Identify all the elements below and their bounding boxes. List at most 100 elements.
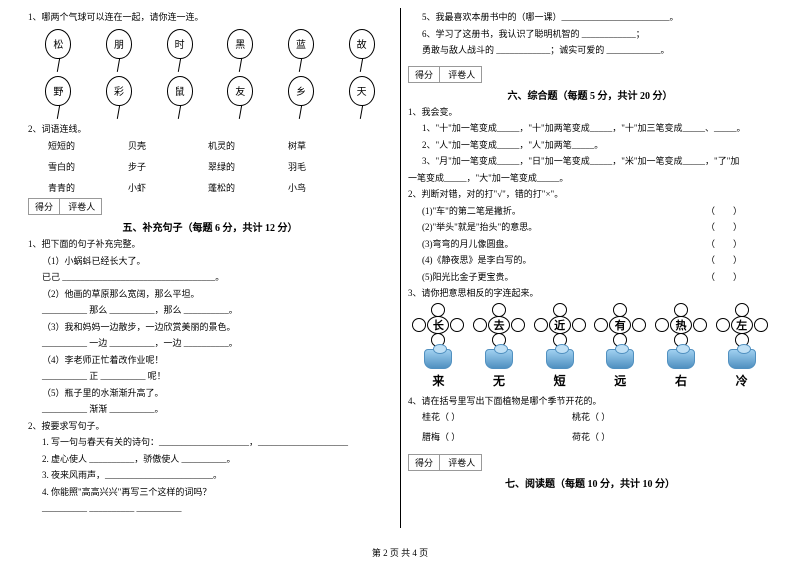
s6q2-item: (1)"车"的第二笔是撇折。 （ ） bbox=[408, 205, 772, 219]
flower: 近 bbox=[538, 307, 582, 343]
s5q1-item: （4）李老师正忙着改作业呢！ bbox=[28, 354, 392, 368]
match-cell: 贝壳 bbox=[128, 139, 208, 152]
match-cell: 蓬松的 bbox=[208, 181, 288, 194]
s5q1-item: （3）我和妈妈一边散步，一边欣赏美丽的景色。 bbox=[28, 321, 392, 335]
cont-item: 6、学习了这册书，我认识了聪明机智的 ____________； bbox=[408, 28, 772, 42]
flower-char: 热 bbox=[670, 316, 692, 334]
inkwell: 远 bbox=[606, 349, 634, 389]
s6q4-title: 4、请在括号里写出下面植物是哪个季节开花的。 bbox=[408, 395, 772, 409]
inkwell-char: 无 bbox=[493, 372, 505, 389]
section-7-header: 得分 评卷人 bbox=[408, 454, 772, 471]
inkwell-icon bbox=[667, 349, 695, 369]
s5q2-item: 1. 写一句与春天有关的诗句：____________________，____… bbox=[28, 436, 392, 450]
s5q2-title: 2、按要求写句子。 bbox=[28, 420, 392, 434]
left-column: 1、哪两个气球可以连在一起，请你连一连。 松 朋 时 黑 蓝 故 野 彩 鼠 友… bbox=[20, 8, 400, 540]
balloon: 时 bbox=[167, 29, 193, 72]
plant-item: 桃花（ ） bbox=[572, 411, 610, 425]
balloon: 天 bbox=[349, 76, 375, 119]
flower: 去 bbox=[477, 307, 521, 343]
judge-paren: （ ） bbox=[706, 254, 742, 268]
match-cell: 短短的 bbox=[48, 139, 128, 152]
s6q1-title: 1、我会变。 bbox=[408, 106, 772, 120]
s6q2-item: (2)"举头"就是"抬头"的意思。（ ） bbox=[408, 221, 772, 235]
match-row: 青青的 小虾 蓬松的 小鸟 bbox=[28, 181, 392, 194]
flower: 有 bbox=[598, 307, 642, 343]
s5q1-item: （5）瓶子里的水渐渐升高了。 bbox=[28, 387, 392, 401]
inkwell-row: 来 无 短 远 右 冷 bbox=[408, 349, 772, 389]
s5q1-title: 1、把下面的句子补充完整。 bbox=[28, 238, 392, 252]
flower-char: 左 bbox=[731, 316, 753, 334]
s5q1-item: __________ 那么 __________，那么 __________。 bbox=[28, 304, 392, 318]
score-label: 得分 bbox=[29, 199, 60, 214]
score-box: 得分 评卷人 bbox=[408, 66, 482, 83]
inkwell: 短 bbox=[546, 349, 574, 389]
s5q1-item: （2）他画的草原那么宽阔，那么平坦。 bbox=[28, 288, 392, 302]
balloon-char: 鼠 bbox=[167, 76, 193, 106]
match-row: 短短的 贝壳 机灵的 树草 bbox=[28, 139, 392, 152]
match-cell: 机灵的 bbox=[208, 139, 288, 152]
s6q2-item: (3)弯弯的月儿像圆盘。（ ） bbox=[408, 238, 772, 252]
s5q2-item: __________ __________ __________ bbox=[28, 502, 392, 516]
balloon-char: 野 bbox=[45, 76, 71, 106]
s6q3-title: 3、请你把意思相反的字连起来。 bbox=[408, 287, 772, 301]
s6q2-title: 2、判断对错，对的打"√"，错的打"×"。 bbox=[408, 188, 772, 202]
match-cell: 小虾 bbox=[128, 181, 208, 194]
s6q1-item: 3、"月"加一笔变成_____，"日"加一笔变成_____，"米"加一笔变成__… bbox=[408, 155, 772, 169]
balloon: 黑 bbox=[227, 29, 253, 72]
inkwell-icon bbox=[606, 349, 634, 369]
s6q2-item: (5)阳光比金子更宝贵。 （ ） bbox=[408, 271, 772, 285]
inkwell-char: 右 bbox=[675, 372, 687, 389]
inkwell: 无 bbox=[485, 349, 513, 389]
match-cell: 树草 bbox=[288, 139, 368, 152]
flower: 长 bbox=[416, 307, 460, 343]
inkwell-char: 冷 bbox=[736, 372, 748, 389]
inkwell-char: 来 bbox=[432, 372, 444, 389]
flower-row: 长 去 近 有 热 左 bbox=[408, 307, 772, 343]
inkwell-char: 短 bbox=[554, 372, 566, 389]
judge-text: (5)阳光比金子更宝贵。 bbox=[422, 271, 514, 285]
section-5-header: 得分 评卷人 bbox=[28, 198, 392, 215]
balloon-char: 松 bbox=[45, 29, 71, 59]
balloon-char: 友 bbox=[227, 76, 253, 106]
plant-item: 荷花（ ） bbox=[572, 431, 610, 445]
flower: 左 bbox=[720, 307, 764, 343]
grader-label: 评卷人 bbox=[62, 199, 101, 214]
balloon-row-2: 野 彩 鼠 友 乡 天 bbox=[28, 76, 392, 119]
balloon: 故 bbox=[349, 29, 375, 72]
judge-paren: （ ） bbox=[706, 205, 742, 219]
match-cell: 翠绿的 bbox=[208, 160, 288, 173]
flower-char: 去 bbox=[488, 316, 510, 334]
s5q1-item: __________ 渐渐 __________。 bbox=[28, 403, 392, 417]
judge-paren: （ ） bbox=[706, 271, 742, 285]
balloon: 鼠 bbox=[167, 76, 193, 119]
judge-paren: （ ） bbox=[706, 221, 742, 235]
match-cell: 雪白的 bbox=[48, 160, 128, 173]
flower-char: 长 bbox=[427, 316, 449, 334]
inkwell-icon bbox=[485, 349, 513, 369]
inkwell-icon bbox=[728, 349, 756, 369]
section-5-title: 五、补充句子（每题 6 分，共计 12 分） bbox=[28, 219, 392, 234]
judge-text: (4)《静夜思》是李白写的。 bbox=[422, 254, 532, 268]
section-7-title: 七、阅读题（每题 10 分，共计 10 分） bbox=[408, 475, 772, 490]
match-cell: 小鸟 bbox=[288, 181, 368, 194]
judge-text: (3)弯弯的月儿像圆盘。 bbox=[422, 238, 514, 252]
flower: 热 bbox=[659, 307, 703, 343]
balloon-char: 故 bbox=[349, 29, 375, 59]
inkwell-icon bbox=[546, 349, 574, 369]
judge-text: (1)"车"的第二笔是撇折。 bbox=[422, 205, 521, 219]
plant-item: 桂花（ ） bbox=[422, 411, 572, 425]
balloon: 乡 bbox=[288, 76, 314, 119]
balloon-row-1: 松 朋 时 黑 蓝 故 bbox=[28, 29, 392, 72]
inkwell: 冷 bbox=[728, 349, 756, 389]
flower-char: 有 bbox=[609, 316, 631, 334]
s5q1-item: 已己 __________________________________。 bbox=[28, 271, 392, 285]
balloon: 彩 bbox=[106, 76, 132, 119]
s5q1-item: __________ 一边 __________，一边 __________。 bbox=[28, 337, 392, 351]
balloon-char: 蓝 bbox=[288, 29, 314, 59]
q2-title: 2、词语连线。 bbox=[28, 123, 392, 137]
score-label: 得分 bbox=[409, 67, 440, 82]
s5q1-item: （1）小蜗蚪已经长大了。 bbox=[28, 255, 392, 269]
page-footer: 第 2 页 共 4 页 bbox=[0, 546, 800, 559]
s5q2-item: 2. 虚心使人 __________，骄傲使人 __________。 bbox=[28, 453, 392, 467]
match-cell: 青青的 bbox=[48, 181, 128, 194]
